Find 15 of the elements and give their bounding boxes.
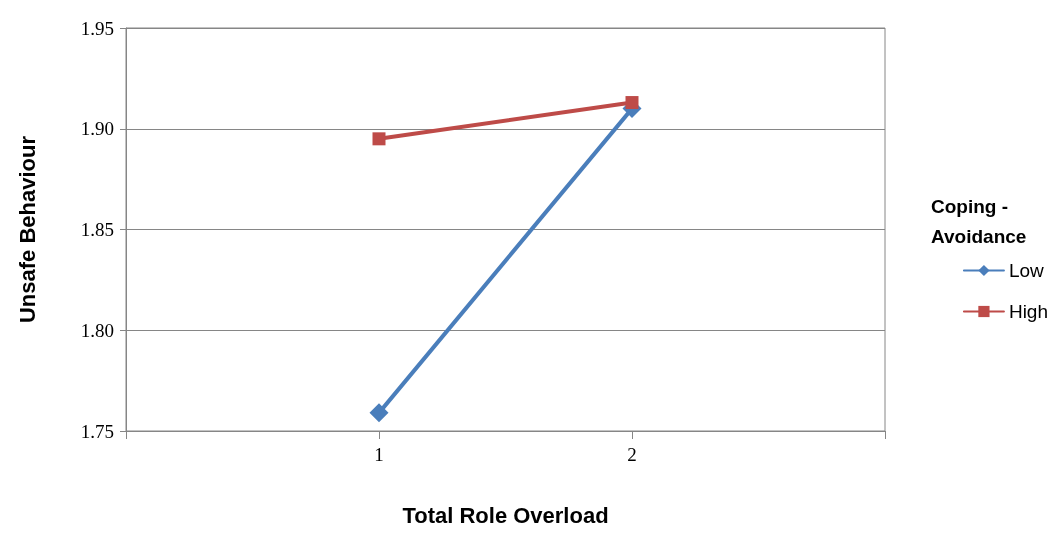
y-axis-title: Unsafe Behaviour bbox=[14, 135, 40, 324]
y-tick-label: 1.90 bbox=[80, 118, 114, 140]
point bbox=[369, 403, 389, 423]
legend-title: Coping - Avoidance bbox=[931, 195, 1027, 247]
y-tick-label: 1.80 bbox=[80, 319, 114, 341]
point bbox=[625, 96, 639, 110]
x-tick-label: 2 bbox=[627, 444, 637, 465]
x-tick-label: 1 bbox=[374, 444, 384, 465]
x-axis-title: Total Role Overload bbox=[402, 502, 609, 528]
legend-label: Low bbox=[1008, 260, 1045, 281]
legend-label: High bbox=[1008, 301, 1048, 322]
y-tick-label: 1.95 bbox=[80, 17, 114, 39]
y-tick-label: 1.75 bbox=[80, 420, 114, 442]
point bbox=[372, 132, 386, 146]
y-tick-label: 1.85 bbox=[80, 219, 114, 240]
